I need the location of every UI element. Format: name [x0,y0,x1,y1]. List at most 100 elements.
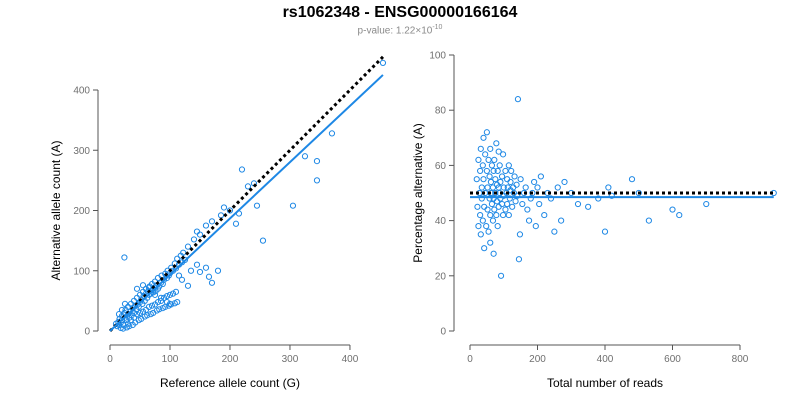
data-point [220,204,228,211]
y-tick-label: 100 [429,51,446,62]
data-point [328,130,336,137]
data-point [121,300,129,307]
data-point [214,267,222,274]
fit-line [109,74,384,332]
data-point [515,256,523,263]
data-point [244,183,252,190]
data-point [514,192,521,199]
data-point [519,200,526,208]
data-point [475,223,482,230]
data-point [196,231,204,238]
y-axis-label: Percentage alternative (A) [411,123,425,262]
data-point [508,167,515,175]
data-point [151,291,159,298]
data-point [498,173,506,180]
data-point [174,255,181,262]
reference-line [108,55,385,333]
data-point [289,202,297,209]
data-point [486,195,493,202]
x-axis-label: Reference allele count (G) [160,376,300,390]
data-point [536,200,543,208]
data-point [488,162,496,169]
x-tick-label: 800 [732,354,749,365]
data-point [483,129,490,136]
data-point [480,134,487,141]
data-point [486,173,493,180]
y-tick-label: 200 [73,206,90,217]
y-tick-label: 60 [435,161,447,172]
x-tick-label: 200 [529,354,546,365]
data-point [481,245,488,252]
data-point [148,302,156,309]
data-point [180,249,187,256]
data-point [492,176,499,183]
data-point [238,166,246,173]
data-point [160,294,168,301]
data-point [505,162,512,169]
data-point [478,195,485,202]
data-point [133,311,141,318]
data-point [485,228,492,235]
data-point [608,192,615,199]
data-point [156,306,163,313]
subtitle-text: p-value: 1.22×10 [357,25,433,37]
data-point [505,211,512,219]
data-point [490,167,497,175]
data-point [485,156,492,163]
y-tick-label: 400 [73,86,90,97]
data-point [502,206,509,213]
data-point [477,211,484,219]
data-point [512,198,519,205]
data-point [493,198,501,205]
data-point [488,200,496,208]
data-point [157,294,165,301]
data-point [487,239,494,246]
data-point [605,184,612,191]
data-point [499,151,507,158]
y-tick-label: 80 [435,106,447,117]
data-point [484,184,491,191]
data-point [473,176,480,183]
data-point [498,200,506,208]
chart-panel-2: 0 20 40 60 80 100 0 200 400 600 800 Total number of… [411,51,777,390]
data-point [487,178,495,186]
x-tick-label: 100 [162,354,179,365]
data-point [537,173,544,180]
chart-subtitle: p-value: 1.22×10-10 [0,24,800,36]
data-point [487,211,494,219]
x-axis-label: Total number of reads [547,376,663,390]
y-tick-label: 40 [435,216,447,227]
data-point [166,291,174,298]
data-point [193,261,201,268]
data-point [136,309,144,317]
data-point [493,211,500,219]
data-point [496,162,503,169]
data-point [517,176,524,183]
data-point [178,276,186,283]
data-point [531,178,538,186]
data-point [628,176,636,183]
data-point [541,211,548,219]
data-point [495,148,502,155]
data-point [479,217,486,224]
data-point [208,218,216,225]
data-point [145,303,153,310]
data-point [522,184,529,191]
data-point [499,211,507,219]
data-point [503,189,510,197]
data-point [547,195,555,202]
data-point [504,200,511,208]
subtitle-exponent: -10 [432,24,443,31]
data-point [126,323,133,330]
data-point [166,300,174,307]
data-point [585,203,592,210]
data-point [133,285,141,292]
y-tick-label: 300 [73,146,90,157]
data-point [532,223,539,230]
data-point [525,217,533,224]
data-point [118,306,126,314]
data-point [259,237,267,244]
data-point [500,184,507,191]
data-point [202,264,210,271]
